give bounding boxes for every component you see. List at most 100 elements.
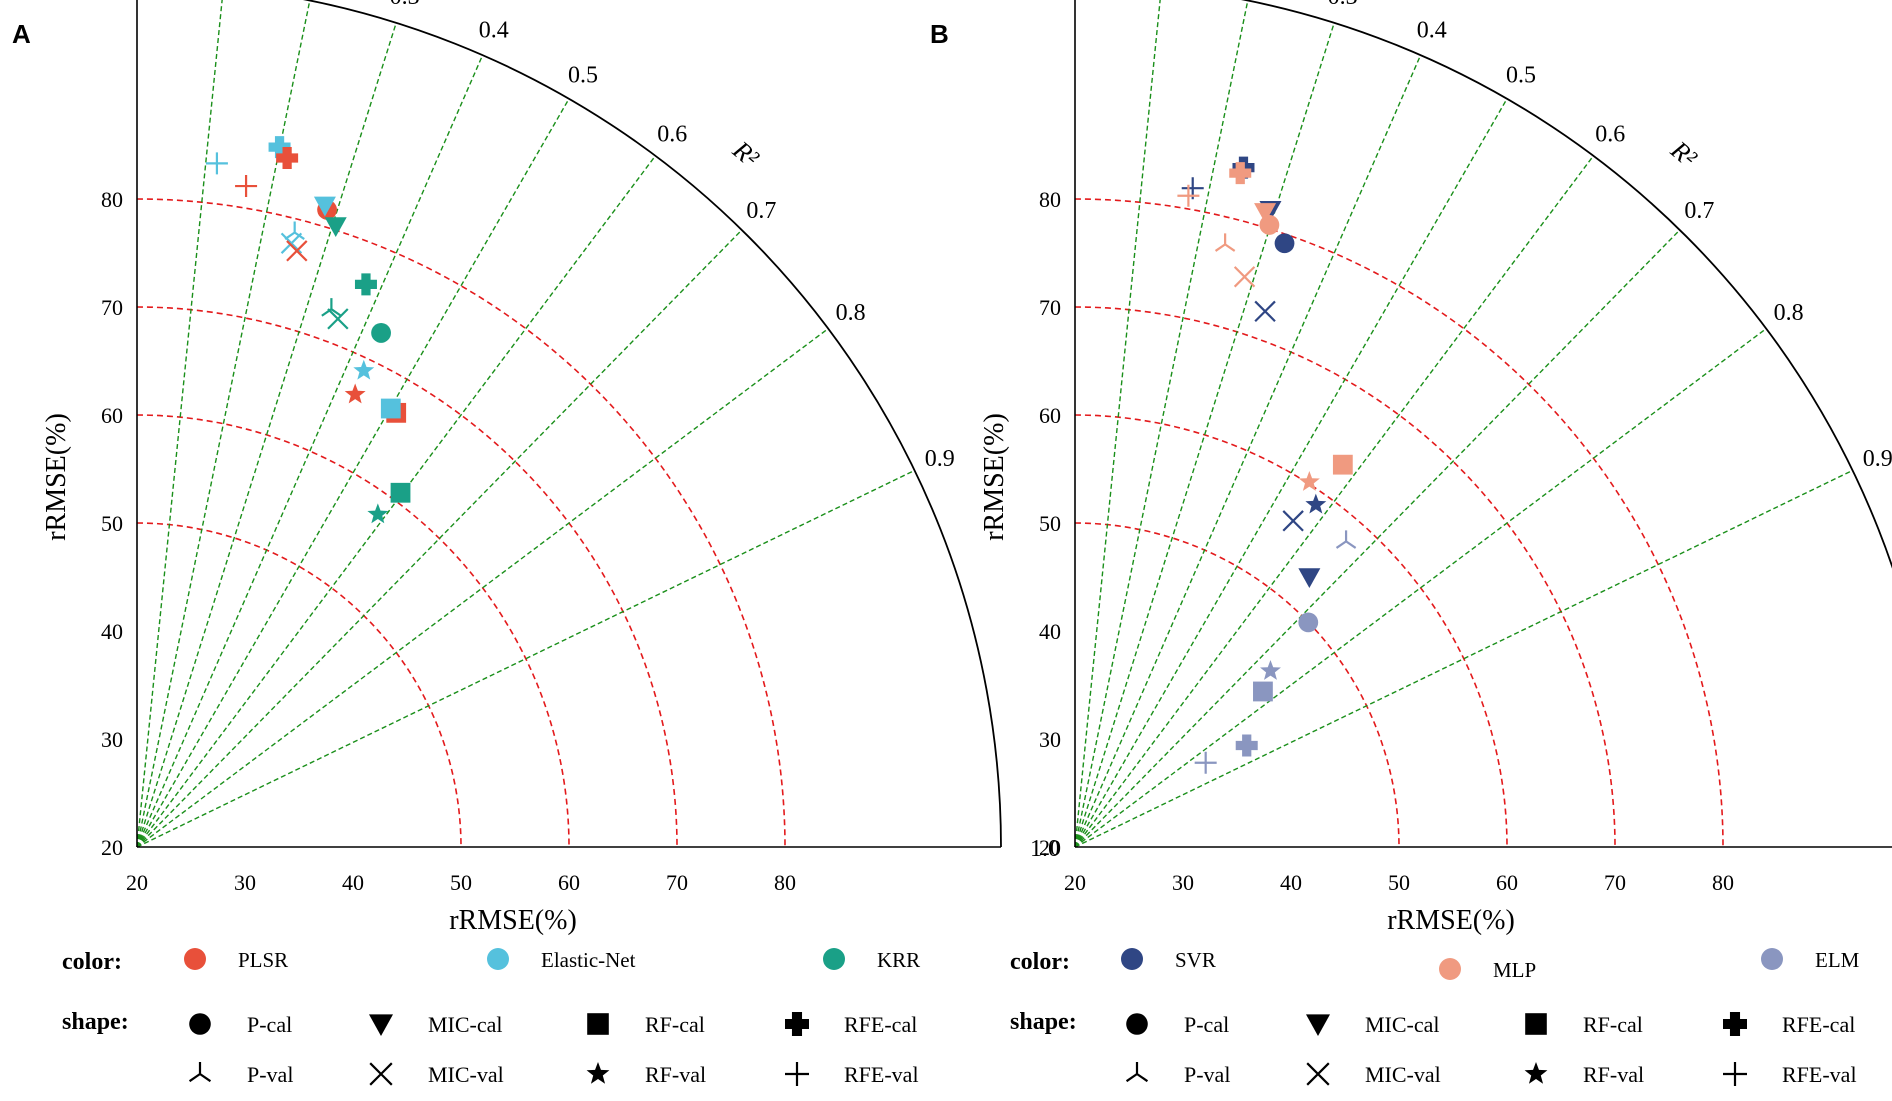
r2-gridline <box>136 328 829 848</box>
r2-tick-label: 0.8 <box>1774 300 1804 326</box>
y-tick-label: 80 <box>101 187 123 212</box>
shape-legend-marker <box>1723 1062 1747 1086</box>
y-axis-title: rRMSE(%) <box>41 413 72 541</box>
color-legend-title: color: <box>1010 949 1070 975</box>
data-point <box>1259 215 1280 235</box>
shape-legend-label: RFE-cal <box>844 1012 917 1037</box>
shape-legend-label: P-cal <box>247 1012 292 1037</box>
shape-legend-label: RFE-val <box>1782 1062 1857 1087</box>
r2-gridline <box>1074 328 1767 848</box>
shape-legend-label: MIC-cal <box>1365 1012 1440 1037</box>
color-legend-title: color: <box>62 949 122 975</box>
color-legend-label: Elastic-Net <box>541 948 636 972</box>
data-point <box>1254 203 1277 223</box>
x-axis-title: rRMSE(%) <box>1387 905 1515 936</box>
shape-legend-marker <box>785 1012 809 1036</box>
shape-legend-marker <box>1524 1062 1548 1084</box>
data-point <box>268 136 291 159</box>
rrmse-gridline <box>136 522 462 848</box>
r2-gridline <box>1074 469 1853 848</box>
r2-gridline <box>136 22 397 848</box>
r2-tick-label: 1.0 <box>1030 836 1060 862</box>
x-tick-label: 30 <box>1172 870 1194 895</box>
r2-tick-label: 0.5 <box>1506 63 1536 89</box>
x-tick-label: 20 <box>126 870 148 895</box>
r2-axis-title: R² <box>1665 135 1703 174</box>
shape-legend-label: RFE-cal <box>1782 1012 1855 1037</box>
shape-legend-label: RFE-val <box>844 1062 919 1087</box>
shape-legend-marker <box>1723 1012 1747 1036</box>
shape-legend-marker <box>1525 1013 1547 1035</box>
color-legend-label: ELM <box>1815 948 1860 972</box>
r2-tick-label: 0.3 <box>1328 0 1358 10</box>
data-point <box>1274 233 1295 254</box>
r2-gridline <box>1074 98 1508 848</box>
data-point <box>1194 751 1217 774</box>
data-point <box>1235 734 1258 757</box>
rrmse-gridline <box>1074 198 1724 848</box>
data-point <box>284 221 305 240</box>
data-point <box>1332 454 1353 475</box>
data-point <box>205 152 228 175</box>
color-legend-label: PLSR <box>238 948 288 972</box>
y-tick-label: 50 <box>1039 511 1061 536</box>
data-point <box>235 175 258 198</box>
data-point <box>1298 568 1321 588</box>
r2-gridline <box>136 98 570 848</box>
y-tick-label: 30 <box>1039 727 1061 752</box>
color-legend-swatch <box>823 948 845 970</box>
rrmse-gridline <box>1074 306 1616 848</box>
y-tick-label: 30 <box>101 727 123 752</box>
r2-gridline <box>136 0 223 848</box>
x-axis-title: rRMSE(%) <box>449 905 577 936</box>
x-tick-label: 20 <box>1064 870 1086 895</box>
panel-b: B0.00.10.20.30.40.50.60.70.80.91.0R²2030… <box>930 0 1892 1087</box>
shape-legend-label: MIC-val <box>428 1062 504 1087</box>
data-point <box>1298 612 1319 633</box>
color-legend-swatch <box>487 948 509 970</box>
y-tick-label: 20 <box>1039 835 1061 860</box>
shape-legend-label: P-cal <box>1184 1012 1229 1037</box>
shape-legend-marker <box>586 1062 610 1084</box>
y-axis-title: rRMSE(%) <box>979 413 1010 541</box>
outer-arc <box>302 0 1002 848</box>
panel-label: A <box>12 19 31 49</box>
shape-legend-marker <box>1125 1062 1149 1083</box>
shape-legend-marker <box>369 1014 393 1036</box>
r2-tick-label: 0.9 <box>1863 446 1892 472</box>
data-point <box>1282 510 1304 532</box>
x-tick-label: 80 <box>1712 870 1734 895</box>
data-point <box>1229 162 1252 185</box>
shape-legend-label: RF-cal <box>1583 1012 1643 1037</box>
r2-tick-label: 0.4 <box>479 17 509 43</box>
color-legend-swatch <box>1761 948 1783 970</box>
rrmse-gridline <box>1074 414 1508 848</box>
r2-tick-label: 0.6 <box>657 121 687 147</box>
outer-arc <box>1240 0 1892 569</box>
data-point <box>1298 470 1320 491</box>
shape-legend-marker <box>189 1013 211 1035</box>
color-legend-swatch <box>1439 958 1461 980</box>
color-legend-swatch <box>1121 948 1143 970</box>
data-point <box>1253 681 1273 702</box>
rrmse-gridline <box>136 414 570 848</box>
r2-gridline <box>136 229 743 848</box>
data-point <box>380 398 401 419</box>
r2-tick-label: 0.5 <box>568 63 598 89</box>
shape-legend-marker <box>785 1062 809 1086</box>
shape-legend-title: shape: <box>62 1009 129 1035</box>
shape-legend-label: RF-val <box>1583 1062 1644 1087</box>
r2-gridline <box>1074 54 1422 848</box>
r2-gridline <box>1074 155 1594 848</box>
data-point <box>344 383 366 404</box>
x-tick-label: 70 <box>666 870 688 895</box>
y-tick-label: 70 <box>101 295 123 320</box>
r2-tick-label: 0.7 <box>746 198 776 224</box>
data-point <box>327 308 349 330</box>
data-point <box>367 503 389 524</box>
data-point <box>1177 184 1200 207</box>
r2-gridline <box>1074 229 1681 848</box>
r2-tick-label: 0.8 <box>836 300 866 326</box>
color-legend-label: MLP <box>1493 958 1536 982</box>
